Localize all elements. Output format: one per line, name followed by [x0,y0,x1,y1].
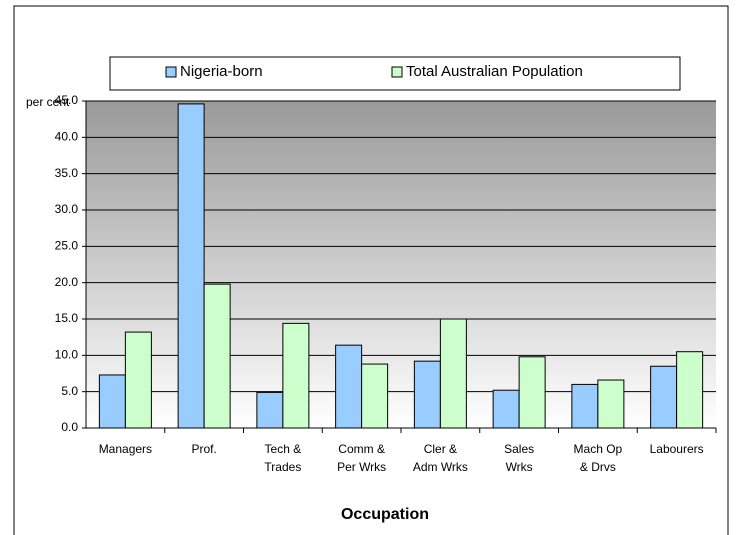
y-tick-label: 45.0 [55,93,79,107]
bar [282,322,310,429]
bar [256,391,284,429]
bar [98,374,126,429]
bar [571,383,599,429]
legend-label: Nigeria-born [180,63,263,80]
x-tick-label: Mach Op & Drvs [574,442,623,474]
y-tick-label: 15.0 [55,311,79,325]
bar [650,365,678,429]
bar [518,356,546,429]
y-tick-label: 0.0 [61,420,78,434]
x-axis-label: Occupation [341,506,429,523]
y-tick-label: 20.0 [55,275,79,289]
legend-swatch [165,66,177,78]
x-tick-label: Cler & Adm Wrks [413,442,468,474]
legend-swatch [391,66,403,78]
y-tick-label: 5.0 [61,384,78,398]
y-tick-label: 35.0 [55,166,79,180]
x-tick-label: Comm & Per Wrks [337,442,386,474]
bar [439,318,467,429]
bar [361,363,389,429]
bar [492,389,520,429]
x-tick-label: Prof. [191,442,216,456]
bar [124,331,152,429]
y-tick-label: 40.0 [55,130,79,144]
y-tick-label: 30.0 [55,202,79,216]
x-tick-label: Sales Wrks [504,442,534,474]
bar [676,351,704,429]
y-tick-label: 25.0 [55,239,79,253]
bar [177,103,205,429]
x-tick-label: Managers [99,442,152,456]
bar [413,360,441,429]
legend-label: Total Australian Population [406,63,583,80]
bar [203,283,231,429]
x-tick-label: Labourers [650,442,704,456]
y-tick-label: 10.0 [55,348,79,362]
bar [597,379,625,429]
bar [335,344,363,429]
y-axis-label: per cent [26,95,70,109]
x-tick-label: Tech & Trades [264,442,301,474]
